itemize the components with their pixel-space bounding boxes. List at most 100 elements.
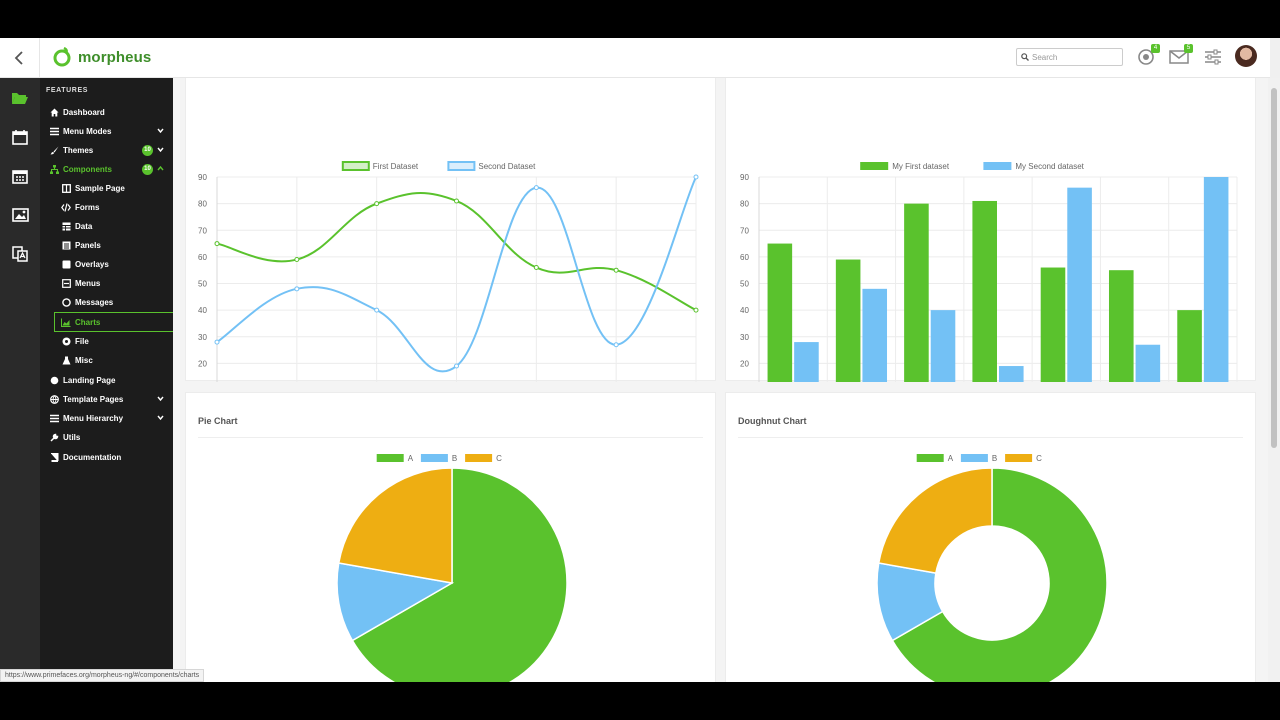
sidebar-item-documentation[interactable]: Documentation bbox=[40, 448, 173, 467]
scrollbar-thumb[interactable] bbox=[1271, 88, 1277, 448]
y-tick-label: 40 bbox=[740, 306, 749, 315]
sidebar-item-misc[interactable]: Misc bbox=[40, 351, 173, 370]
legend-label: B bbox=[992, 454, 997, 463]
card-divider bbox=[738, 437, 1243, 438]
sidebar-item-charts[interactable]: Charts bbox=[54, 312, 173, 332]
legend-swatch bbox=[420, 454, 448, 462]
search-box[interactable]: Search bbox=[1016, 48, 1123, 66]
legend-swatch bbox=[860, 162, 889, 170]
legend-swatch bbox=[341, 161, 370, 171]
rail-calendar-button[interactable] bbox=[10, 127, 30, 147]
sidebar-item-messages[interactable]: Messages bbox=[40, 293, 173, 312]
legend-item: Second Dataset bbox=[447, 161, 536, 171]
table-icon bbox=[61, 222, 71, 232]
sidebar-item-label: Utils bbox=[63, 433, 81, 442]
data-point bbox=[374, 307, 380, 313]
sidebar-item-label: Sample Page bbox=[75, 184, 125, 193]
y-tick-label: 40 bbox=[198, 306, 207, 315]
settings-button[interactable] bbox=[1202, 46, 1224, 68]
code-icon bbox=[61, 203, 71, 213]
y-tick-label: 90 bbox=[740, 173, 749, 182]
rail-schedule-button[interactable] bbox=[10, 166, 30, 186]
legend-label: A bbox=[948, 454, 954, 463]
card-title: Pie Chart bbox=[198, 416, 238, 426]
sidebar-item-utils[interactable]: Utils bbox=[40, 428, 173, 447]
rail-gallery-button[interactable] bbox=[10, 205, 30, 225]
sidebar-item-dashboard[interactable]: Dashboard bbox=[40, 103, 173, 122]
y-tick-label: 30 bbox=[740, 333, 749, 342]
sidebar-item-menu-modes[interactable]: Menu Modes bbox=[40, 122, 173, 141]
legend-swatch bbox=[465, 454, 493, 462]
menu-toggle-button[interactable] bbox=[0, 38, 40, 78]
language-icon bbox=[12, 246, 28, 262]
y-tick-label: 50 bbox=[198, 280, 207, 289]
y-tick-label: 70 bbox=[740, 226, 749, 235]
sidebar-item-landing-page[interactable]: Landing Page bbox=[40, 371, 173, 390]
legend-item: B bbox=[420, 454, 457, 463]
data-point bbox=[613, 267, 619, 273]
sidebar-item-file[interactable]: File bbox=[40, 332, 173, 351]
columns-icon bbox=[61, 184, 71, 194]
data-point bbox=[374, 201, 380, 207]
sidebar-item-label: Menu Hierarchy bbox=[63, 414, 124, 423]
search-icon bbox=[1021, 53, 1029, 61]
wrench-icon bbox=[49, 433, 59, 443]
legend-swatch bbox=[983, 162, 1012, 170]
bar bbox=[1067, 187, 1092, 390]
chevron-left-icon bbox=[14, 51, 23, 65]
slice-a bbox=[351, 467, 568, 682]
chevron-down-icon bbox=[157, 396, 164, 402]
vertical-scrollbar[interactable] bbox=[1268, 78, 1280, 682]
sidebar-item-label: Components bbox=[63, 165, 112, 174]
legend-label: B bbox=[452, 454, 457, 463]
notifications-button[interactable]: 4 bbox=[1135, 44, 1160, 68]
legend-item: C bbox=[1005, 454, 1042, 463]
sidebar-item-panels[interactable]: Panels bbox=[40, 236, 173, 255]
sidebar-item-template-pages[interactable]: Template Pages bbox=[40, 390, 173, 409]
legend-item: A bbox=[376, 454, 414, 463]
letterbox-bottom bbox=[0, 682, 1280, 720]
calendar-icon bbox=[12, 130, 28, 145]
envelope-icon bbox=[1169, 50, 1189, 64]
icon-rail bbox=[0, 78, 40, 682]
sidebar-item-menu-hierarchy[interactable]: Menu Hierarchy bbox=[40, 409, 173, 428]
card-divider bbox=[198, 437, 703, 438]
home-icon bbox=[49, 108, 59, 118]
legend-swatch bbox=[960, 454, 988, 462]
sidebar-item-sample-page[interactable]: Sample Page bbox=[40, 179, 173, 198]
data-point bbox=[294, 257, 300, 263]
line-chart-card: 908070605040302010JanuaryFebruaryMarchAp… bbox=[185, 78, 716, 405]
legend-item: A bbox=[916, 454, 954, 463]
rail-language-button[interactable] bbox=[10, 244, 30, 264]
messages-button[interactable]: 5 bbox=[1168, 44, 1193, 68]
legend-item: My First dataset bbox=[860, 162, 950, 171]
sitemap-icon bbox=[49, 165, 59, 175]
sidebar-item-label: Template Pages bbox=[63, 395, 124, 404]
sidebar-heading: FEATURES bbox=[46, 87, 89, 94]
search-input[interactable]: Search bbox=[1032, 52, 1058, 62]
legend-label: A bbox=[408, 454, 414, 463]
doughnut-chart-card: Doughnut Chart A B C bbox=[725, 392, 1256, 682]
app-logo[interactable]: morpheus bbox=[52, 47, 151, 67]
sidebar-item-menus[interactable]: Menus bbox=[40, 274, 173, 293]
sidebar-item-forms[interactable]: Forms bbox=[40, 198, 173, 217]
y-tick-label: 30 bbox=[198, 333, 207, 342]
data-point bbox=[533, 265, 539, 271]
bar bbox=[1203, 177, 1229, 390]
image-icon bbox=[11, 208, 29, 222]
legend-swatch bbox=[916, 454, 944, 462]
sidebar-item-overlays[interactable]: Overlays bbox=[40, 255, 173, 274]
rail-folder-button[interactable] bbox=[10, 88, 30, 108]
data-point bbox=[693, 174, 699, 180]
sidebar-item-themes[interactable]: Themes 10 bbox=[40, 141, 173, 160]
circle-arrow-icon bbox=[61, 337, 71, 347]
user-avatar[interactable] bbox=[1235, 45, 1257, 67]
data-point bbox=[613, 342, 619, 348]
y-tick-label: 90 bbox=[198, 173, 207, 182]
bar bbox=[862, 288, 888, 390]
sidebar-item-label: Themes bbox=[63, 146, 94, 155]
y-tick-label: 70 bbox=[198, 226, 207, 235]
sidebar-item-components[interactable]: Components 10 bbox=[40, 160, 173, 179]
sidebar-item-data[interactable]: Data bbox=[40, 217, 173, 236]
data-point bbox=[693, 307, 699, 313]
